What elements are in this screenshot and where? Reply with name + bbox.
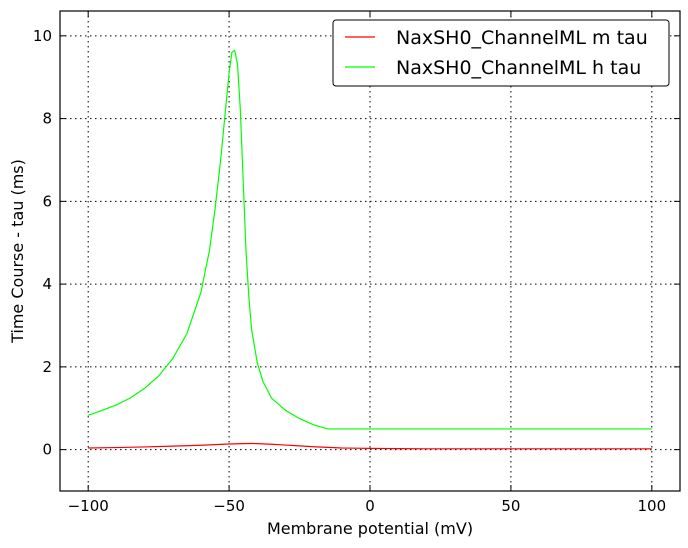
legend-label-m-tau: NaxSH0_ChannelML m tau — [396, 27, 648, 49]
axis-ticks: −100 −50 0 50 100 0 2 4 6 8 10 — [33, 11, 680, 515]
y-tick-label: 0 — [42, 441, 52, 459]
y-tick-label: 4 — [42, 275, 52, 293]
x-tick-label: 100 — [637, 497, 666, 515]
y-axis-label: Time Course - tau (ms) — [8, 159, 27, 344]
legend: NaxSH0_ChannelML m tau NaxSH0_ChannelML … — [332, 19, 670, 87]
x-axis-label: Membrane potential (mV) — [267, 519, 473, 538]
y-tick-label: 6 — [42, 192, 52, 210]
legend-box — [332, 19, 670, 87]
x-tick-label: −100 — [68, 497, 109, 515]
series-lines — [87, 49, 652, 450]
series-line-1 — [87, 49, 652, 430]
x-tick-label: 0 — [365, 497, 375, 515]
y-tick-label: 10 — [33, 27, 52, 45]
y-tick-label: 2 — [42, 358, 52, 376]
legend-label-h-tau: NaxSH0_ChannelML h tau — [396, 57, 641, 79]
series-line-0 — [88, 442, 652, 450]
y-tick-label: 8 — [42, 110, 52, 128]
x-tick-label: −50 — [213, 497, 245, 515]
x-tick-label: 50 — [501, 497, 520, 515]
